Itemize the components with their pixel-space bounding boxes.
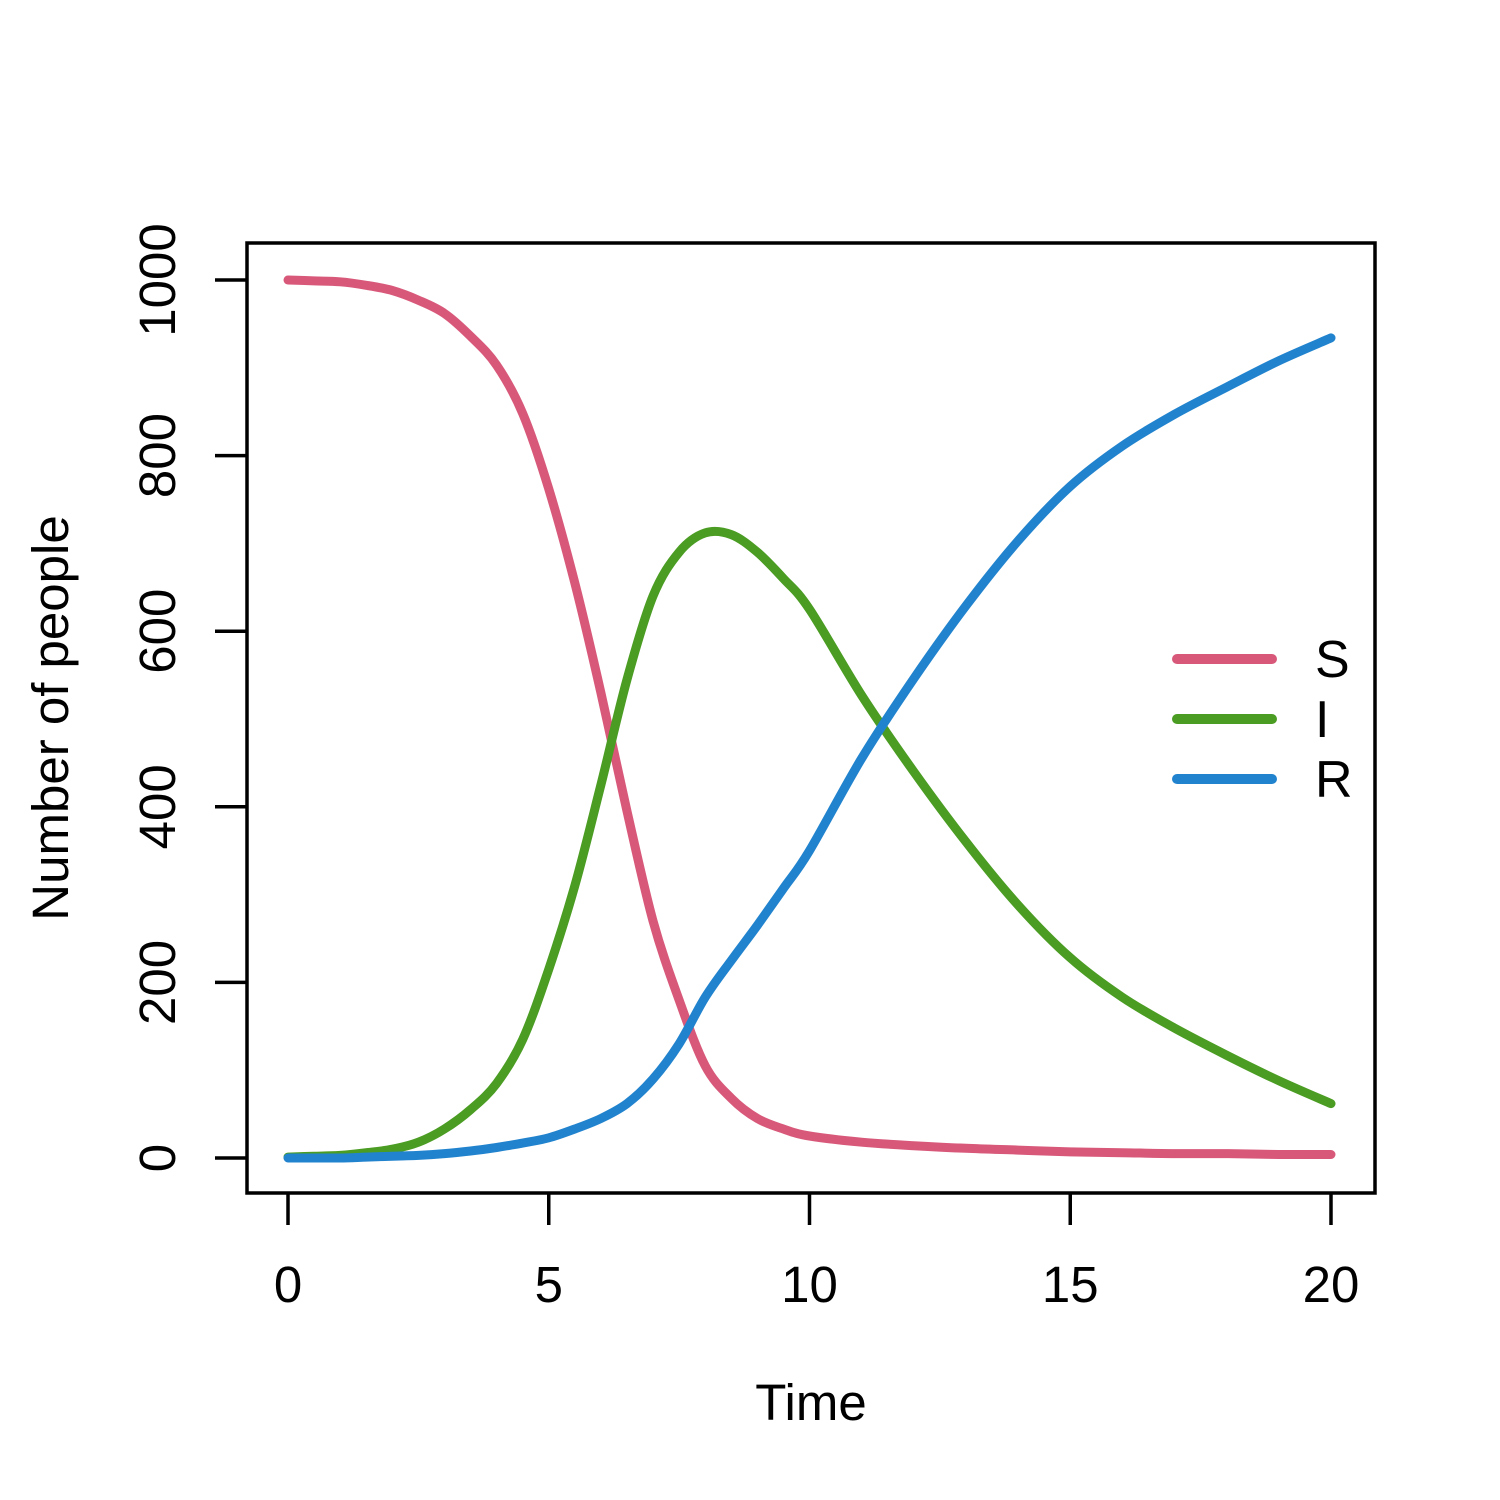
- legend-label-S: S: [1315, 631, 1350, 689]
- x-tick-label: 20: [1303, 1256, 1360, 1313]
- y-tick-label: 600: [129, 589, 186, 674]
- x-tick-label: 0: [274, 1256, 302, 1313]
- series-I-curve: [283, 526, 1336, 1162]
- y-tick-label: 800: [129, 413, 186, 498]
- legend-label-R: R: [1315, 751, 1353, 809]
- y-tick-label: 1000: [129, 223, 186, 336]
- y-tick-label: 400: [129, 764, 186, 849]
- series-S-curve: [283, 275, 1336, 1160]
- x-tick-label: 10: [781, 1256, 838, 1313]
- legend-label-I: I: [1315, 691, 1329, 749]
- x-tick-label: 15: [1042, 1256, 1099, 1313]
- y-axis-title: Number of people: [22, 515, 79, 920]
- x-axis-title: Time: [755, 1374, 866, 1431]
- x-tick-label: 5: [535, 1256, 563, 1313]
- x-axis: 0 5 10 15 20: [274, 1193, 1360, 1313]
- legend: SIR: [1172, 631, 1353, 809]
- y-tick-label: 0: [129, 1144, 186, 1172]
- y-tick-label: 200: [129, 940, 186, 1025]
- curves: [283, 275, 1336, 1163]
- y-axis: 0 200 400 600 800 1000: [129, 223, 247, 1172]
- series-R-curve: [283, 333, 1336, 1163]
